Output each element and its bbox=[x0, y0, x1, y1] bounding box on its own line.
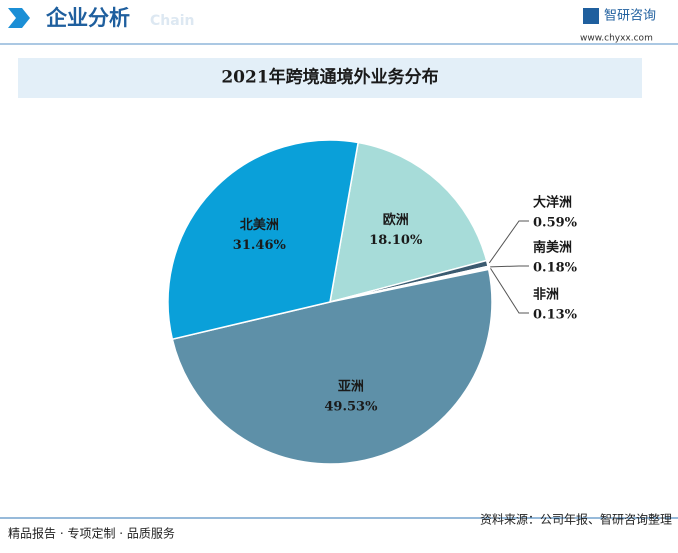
slice-name: 欧洲 bbox=[383, 212, 409, 228]
pie-slice bbox=[167, 139, 359, 341]
header-subtitle: Chain bbox=[150, 13, 194, 29]
brand-logo bbox=[583, 8, 599, 24]
pie-slice bbox=[171, 268, 493, 465]
brand: 智研咨询 bbox=[604, 9, 656, 24]
chart-title: 2021年跨境通境外业务分布 bbox=[221, 67, 438, 88]
url: www.chyxx.com bbox=[580, 34, 653, 44]
slice-name: 大洋洲 bbox=[533, 195, 572, 211]
slice-name: 亚洲 bbox=[338, 379, 364, 394]
slice-name: 非洲 bbox=[533, 287, 559, 303]
header-title: 企业分析 bbox=[45, 6, 130, 30]
slice-value: 18.10% bbox=[369, 233, 423, 248]
slice-value: 31.46% bbox=[233, 238, 287, 253]
slice-value: 0.59% bbox=[533, 216, 578, 231]
title-box bbox=[18, 58, 642, 98]
slice-value: 49.53% bbox=[324, 399, 378, 414]
leader-line bbox=[490, 268, 529, 314]
leader-line bbox=[488, 220, 529, 264]
slice-name: 南美洲 bbox=[533, 240, 572, 256]
slice-value: 0.13% bbox=[533, 308, 578, 323]
header-icon bbox=[8, 8, 30, 28]
footer-left: 精品报告 · 专项定制 · 品质服务 bbox=[8, 526, 175, 541]
footer-source: 资料来源：公司年报、智研咨询整理 bbox=[480, 512, 672, 527]
leader-line bbox=[490, 265, 529, 268]
slice-value: 0.18% bbox=[533, 261, 578, 276]
pie-slice bbox=[329, 141, 488, 304]
pie: 欧洲 18.10% 大洋洲 0.59% 南美洲 0.18% 非洲 0.13% 亚洲 49.53% 北… bbox=[167, 139, 578, 465]
slice-name: 北美洲 bbox=[240, 217, 279, 233]
